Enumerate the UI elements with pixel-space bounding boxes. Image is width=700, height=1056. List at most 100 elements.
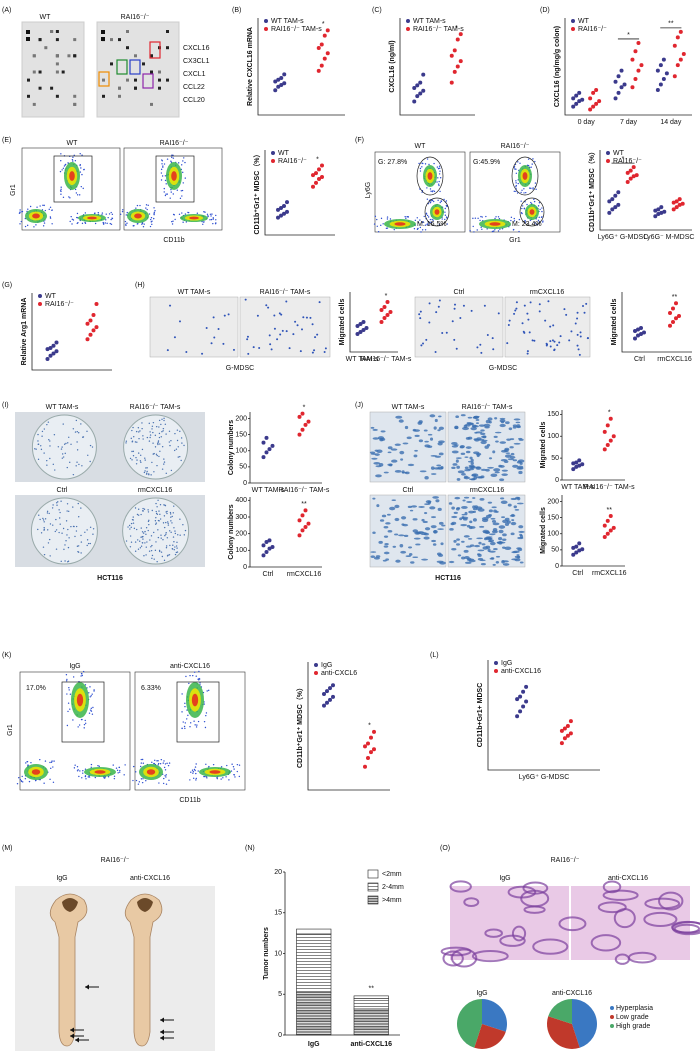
colony bbox=[159, 450, 161, 452]
flow-event bbox=[437, 199, 439, 202]
flow-event bbox=[139, 765, 142, 768]
group-label: WT TAM-s bbox=[392, 404, 425, 411]
flow-event bbox=[27, 208, 29, 210]
colony bbox=[66, 561, 69, 563]
data-point bbox=[521, 689, 526, 694]
colony bbox=[170, 469, 173, 472]
colony bbox=[62, 527, 65, 530]
flow-event bbox=[81, 222, 84, 225]
data-point bbox=[565, 733, 570, 738]
colony bbox=[145, 527, 148, 529]
flow-event bbox=[79, 770, 81, 772]
array-spot bbox=[73, 102, 77, 106]
flow-event bbox=[530, 201, 532, 204]
flow-event bbox=[202, 223, 204, 225]
flow-event bbox=[165, 183, 167, 185]
group-label: WT bbox=[67, 140, 79, 147]
cell bbox=[568, 339, 571, 342]
flow-event bbox=[158, 782, 160, 784]
legend-swatch bbox=[367, 895, 379, 905]
flow-event bbox=[432, 219, 434, 221]
flow-event bbox=[426, 223, 429, 225]
cell bbox=[311, 351, 314, 354]
cell bbox=[449, 528, 454, 531]
y-tick-label: 100 bbox=[547, 531, 559, 538]
cell bbox=[401, 523, 405, 526]
cell bbox=[268, 334, 271, 337]
flow-event bbox=[115, 767, 118, 769]
flow-event bbox=[444, 214, 447, 216]
tissue bbox=[484, 928, 503, 938]
colony bbox=[148, 440, 151, 442]
flow-event bbox=[515, 172, 518, 174]
cell bbox=[385, 558, 390, 561]
cell bbox=[438, 415, 442, 418]
flow-event bbox=[228, 779, 230, 781]
cell bbox=[424, 475, 429, 480]
tissue bbox=[499, 934, 526, 947]
cell bbox=[502, 563, 510, 566]
flow-event bbox=[194, 724, 196, 726]
cell bbox=[279, 333, 282, 336]
flow-event bbox=[161, 163, 163, 165]
colony bbox=[149, 431, 151, 433]
group-label: RAI16⁻/⁻ TAM-s bbox=[130, 404, 181, 411]
colony bbox=[43, 521, 45, 523]
colony bbox=[156, 454, 158, 457]
arrow-head bbox=[160, 1035, 164, 1041]
flow-event bbox=[97, 764, 99, 767]
colony bbox=[62, 423, 64, 425]
flow-event bbox=[29, 205, 32, 208]
flow-event bbox=[82, 772, 84, 774]
colony bbox=[48, 512, 50, 515]
data-point bbox=[282, 211, 286, 216]
axis-label: CD11b bbox=[163, 237, 184, 244]
group-label: IgG bbox=[499, 875, 510, 882]
flow-event bbox=[90, 710, 93, 712]
flow-event bbox=[24, 225, 27, 228]
data-point bbox=[630, 85, 635, 90]
cell bbox=[421, 558, 429, 561]
colony bbox=[175, 545, 178, 547]
cell bbox=[472, 510, 476, 513]
array-spot bbox=[55, 70, 59, 74]
colony bbox=[52, 504, 54, 506]
cell bbox=[545, 342, 548, 345]
colony bbox=[63, 443, 66, 445]
cell bbox=[419, 470, 427, 473]
data-point bbox=[594, 101, 599, 106]
cell bbox=[586, 337, 589, 340]
axis-label: Ly6G bbox=[365, 182, 372, 198]
data-point bbox=[574, 93, 579, 98]
flow-event bbox=[532, 188, 534, 190]
y-tick-label: 0 bbox=[243, 564, 247, 571]
cell bbox=[375, 474, 382, 478]
axis-label: Gr1 bbox=[10, 184, 17, 196]
array-spot bbox=[102, 78, 105, 82]
flow-event bbox=[62, 196, 65, 199]
cell bbox=[431, 473, 437, 475]
cell-label: HCT116 bbox=[435, 575, 461, 582]
cell bbox=[514, 555, 520, 559]
flow-event bbox=[419, 167, 422, 170]
cell bbox=[431, 516, 436, 519]
data-point bbox=[379, 320, 384, 324]
cell bbox=[482, 546, 489, 550]
flow-event bbox=[67, 710, 69, 713]
data-point bbox=[320, 163, 324, 168]
data-point bbox=[630, 57, 635, 62]
flow-event bbox=[126, 211, 128, 214]
flow-event bbox=[518, 218, 521, 221]
data-point bbox=[568, 719, 573, 724]
cell bbox=[394, 469, 402, 473]
chemokine-label: CCL22 bbox=[183, 84, 205, 91]
bar-segment bbox=[296, 992, 332, 1036]
colony bbox=[67, 528, 69, 531]
flow-event bbox=[419, 170, 422, 172]
flow-event bbox=[125, 223, 127, 225]
cell bbox=[499, 417, 506, 420]
group-label: RAI16⁻/⁻ bbox=[501, 143, 530, 150]
flow-event bbox=[437, 183, 440, 185]
y-axis-label: Relative CXCL16 mRNA bbox=[247, 27, 254, 106]
annotation: * bbox=[322, 21, 325, 28]
